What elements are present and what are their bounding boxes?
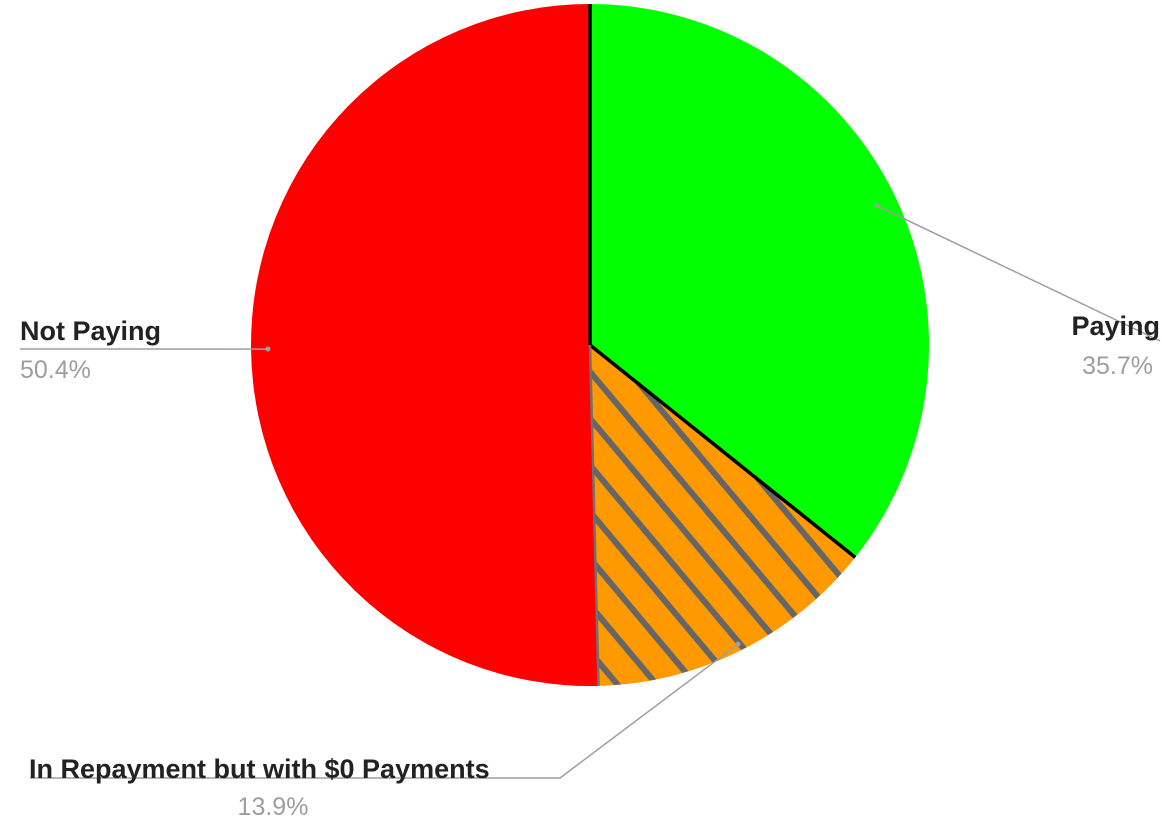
leader-line-paying — [876, 205, 1161, 342]
slice-label-not-paying: Not Paying — [20, 316, 161, 346]
slice-label-paying: Paying — [1071, 311, 1160, 341]
slice-border-paying — [588, 343, 857, 559]
slice-value-not-paying: 50.4% — [20, 356, 91, 384]
leader-line-paying-dot — [874, 203, 880, 209]
leader-line-zero-payments — [30, 643, 739, 779]
leader-line-zero-payments-dot — [735, 641, 741, 647]
leader-line-not-paying-dot — [265, 346, 271, 352]
pie-slice-paying — [590, 4, 929, 558]
slice-border-zero-payments — [588, 344, 600, 686]
slice-value-paying: 35.7% — [1082, 352, 1153, 380]
slice-label-zero-payments: In Repayment but with $0 Payments — [29, 754, 490, 784]
pie-slice-zero-payments — [590, 345, 856, 686]
pie-slice-not-paying — [251, 4, 599, 686]
slice-value-zero-payments: 13.9% — [238, 793, 309, 821]
